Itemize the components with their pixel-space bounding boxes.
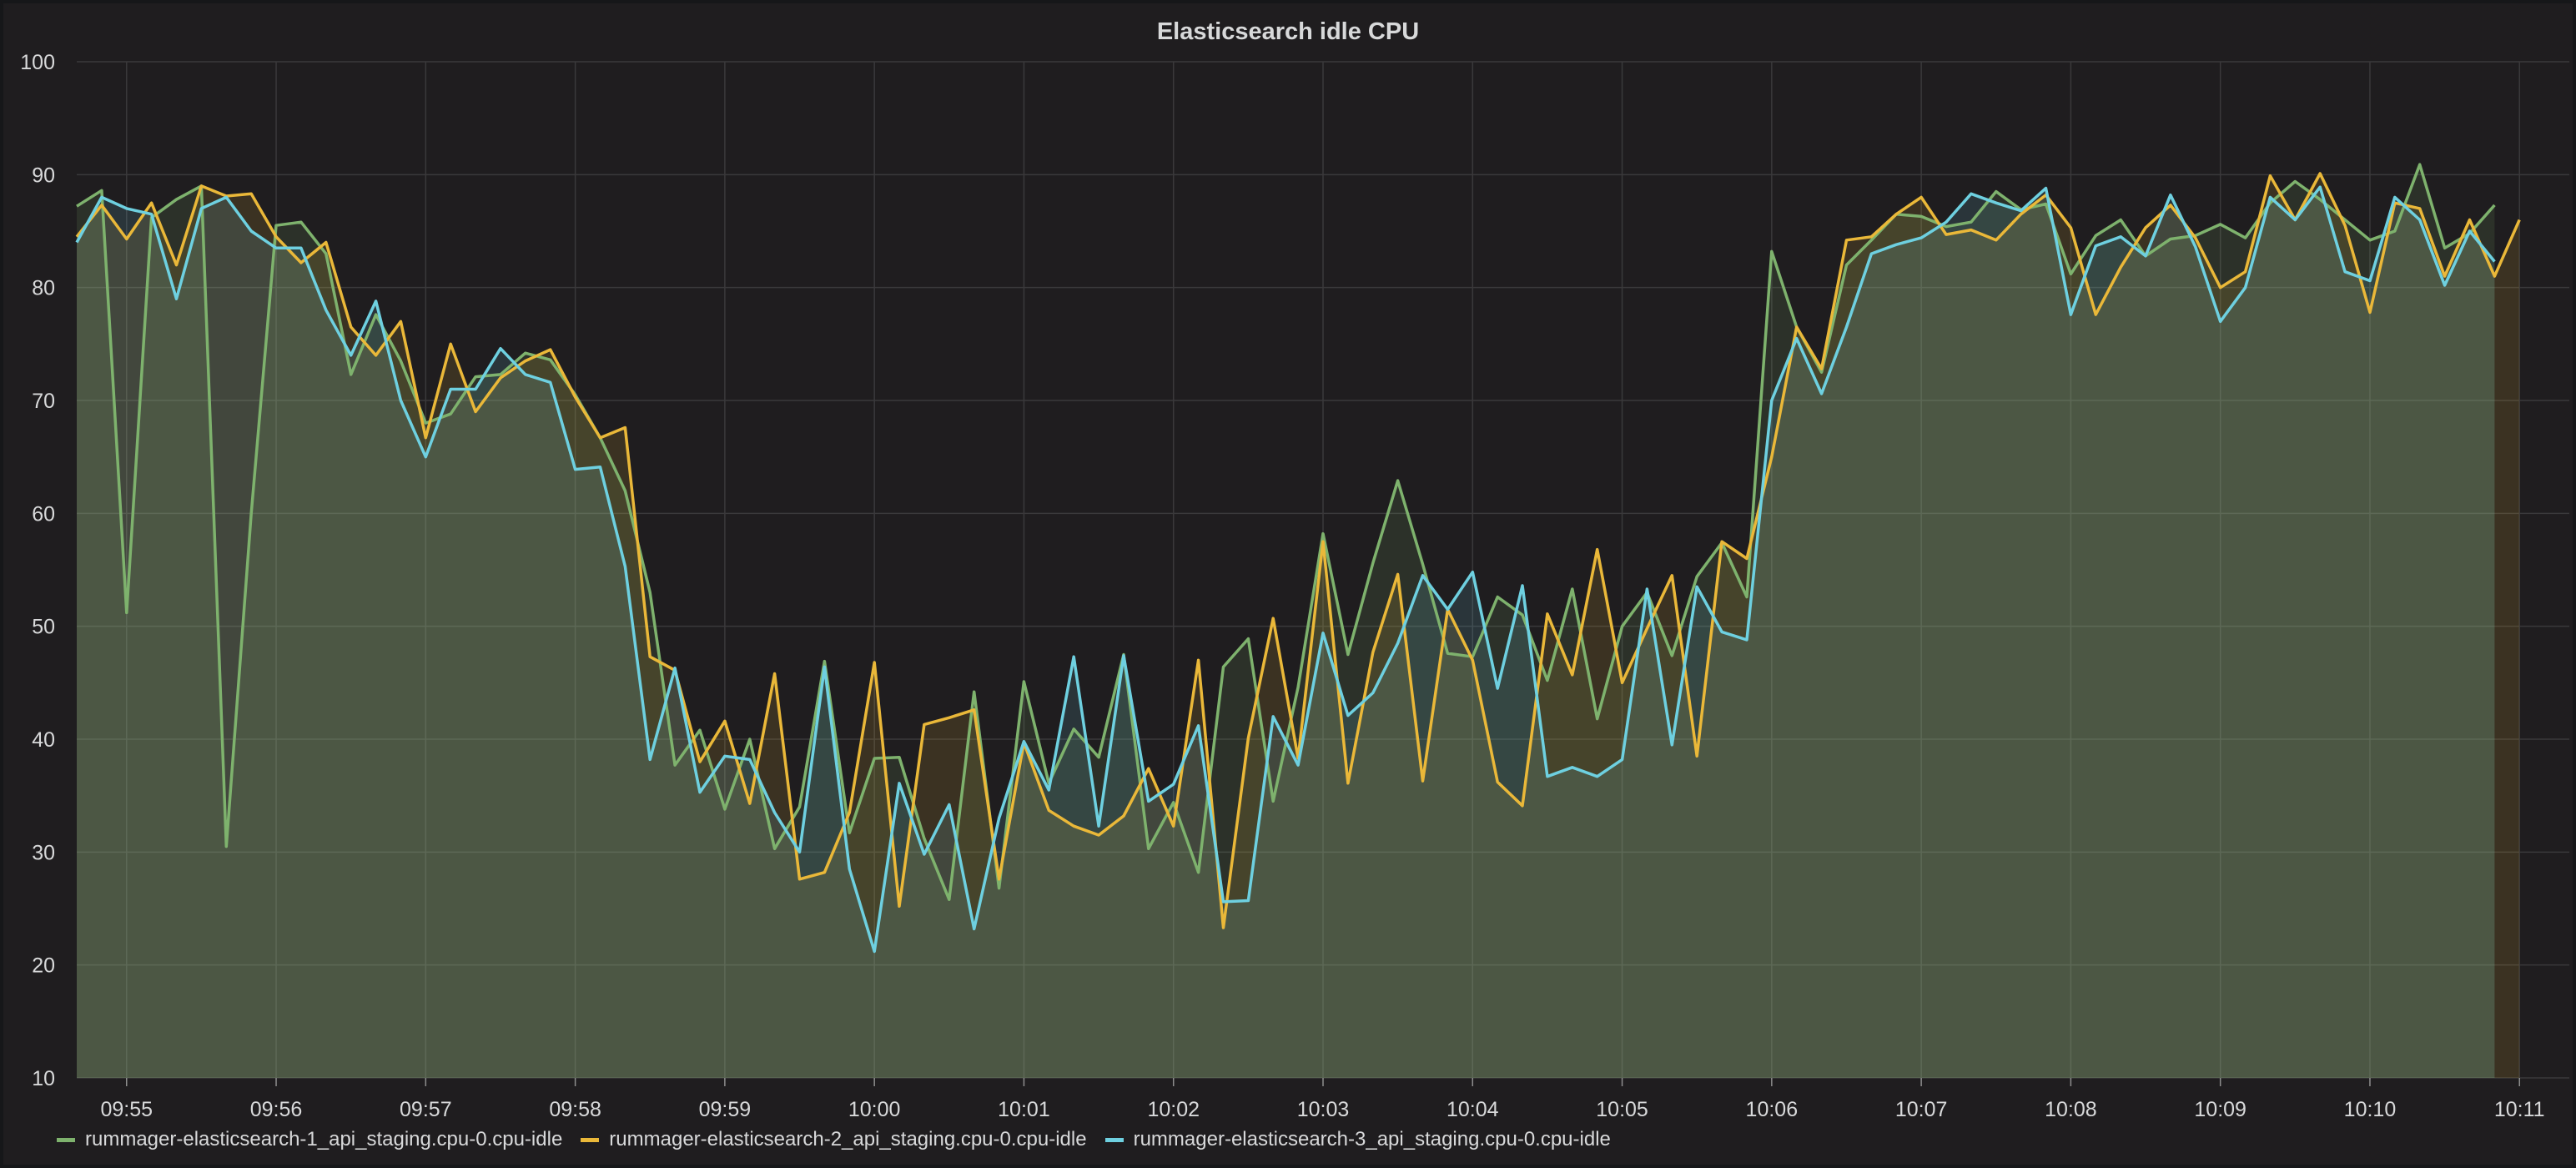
legend-item-series-3[interactable]: rummager-elasticsearch-3_api_staging.cpu… — [1104, 1128, 1611, 1151]
panel-title[interactable]: Elasticsearch idle CPU — [1156, 18, 1420, 45]
legend-item-series-2[interactable]: rummager-elasticsearch-2_api_staging.cpu… — [581, 1128, 1087, 1151]
x-tick-label-1003: 10:03 — [1297, 1098, 1350, 1121]
y-tick-label-40: 40 — [32, 728, 55, 752]
graph-panel: Elasticsearch idle CPU 10 20 30 40 50 60 70 80 9… — [3, 3, 2573, 1165]
x-tick-label-1004: 10:04 — [1446, 1098, 1499, 1121]
legend-swatch-series-3 — [1104, 1137, 1124, 1142]
x-tick-label-1010: 10:10 — [2344, 1098, 2397, 1121]
legend-label-series-3: rummager-elasticsearch-3_api_staging.cpu… — [1133, 1128, 1611, 1150]
series-line-1 — [76, 163, 2496, 901]
y-tick-label-80: 80 — [32, 277, 55, 300]
y-tick-label-10: 10 — [32, 1067, 55, 1090]
x-tick-label-1000: 10:00 — [848, 1098, 901, 1121]
y-tick-label-100: 100 — [20, 51, 55, 74]
x-tick-label-0955: 09:55 — [100, 1098, 153, 1121]
x-tick-label-1011: 10:11 — [2494, 1098, 2545, 1121]
grid-lines — [77, 61, 2569, 1079]
x-tick-label-1001: 10:01 — [998, 1098, 1050, 1121]
y-tick-label-30: 30 — [32, 841, 55, 864]
legend-item-series-1[interactable]: rummager-elasticsearch-1_api_staging.cpu… — [57, 1128, 562, 1151]
legend: rummager-elasticsearch-1_api_staging.cpu… — [57, 1128, 1611, 1151]
x-tick-label-0959: 09:59 — [699, 1098, 752, 1121]
x-tick-label-0956: 09:56 — [250, 1098, 303, 1121]
series-lines — [75, 163, 2521, 954]
series-area-3 — [77, 187, 2495, 1079]
series-line-3 — [75, 185, 2496, 954]
x-tick-label-0957: 09:57 — [400, 1098, 452, 1121]
x-tick-label-1002: 10:02 — [1147, 1098, 1200, 1121]
series-areas — [77, 164, 2520, 1079]
x-tick-label-1008: 10:08 — [2045, 1098, 2097, 1121]
legend-label-series-1: rummager-elasticsearch-1_api_staging.cpu… — [85, 1128, 563, 1150]
legend-swatch-series-2 — [581, 1137, 600, 1142]
y-tick-label-60: 60 — [32, 502, 55, 526]
y-tick-label-50: 50 — [32, 616, 55, 639]
x-tick-label-1005: 10:05 — [1596, 1098, 1648, 1121]
y-tick-label-20: 20 — [32, 954, 55, 978]
x-axis-ticks: 09:55 09:56 09:57 09:58 09:59 10:00 10:01 10:02… — [100, 1078, 2545, 1121]
series-area-2 — [77, 174, 2520, 1078]
y-tick-label-90: 90 — [32, 164, 55, 187]
x-tick-label-0958: 09:58 — [549, 1098, 601, 1121]
y-tick-label-70: 70 — [32, 390, 55, 413]
x-tick-label-1009: 10:09 — [2194, 1098, 2246, 1121]
legend-swatch-series-1 — [57, 1137, 75, 1142]
series-area-1 — [77, 164, 2495, 1079]
x-tick-label-1007: 10:07 — [1895, 1098, 1948, 1121]
legend-label-series-2: rummager-elasticsearch-2_api_staging.cpu… — [609, 1128, 1087, 1150]
x-tick-label-1006: 10:06 — [1746, 1098, 1799, 1121]
y-axis-ticks: 10 20 30 40 50 60 70 80 90 100 — [20, 51, 55, 1090]
